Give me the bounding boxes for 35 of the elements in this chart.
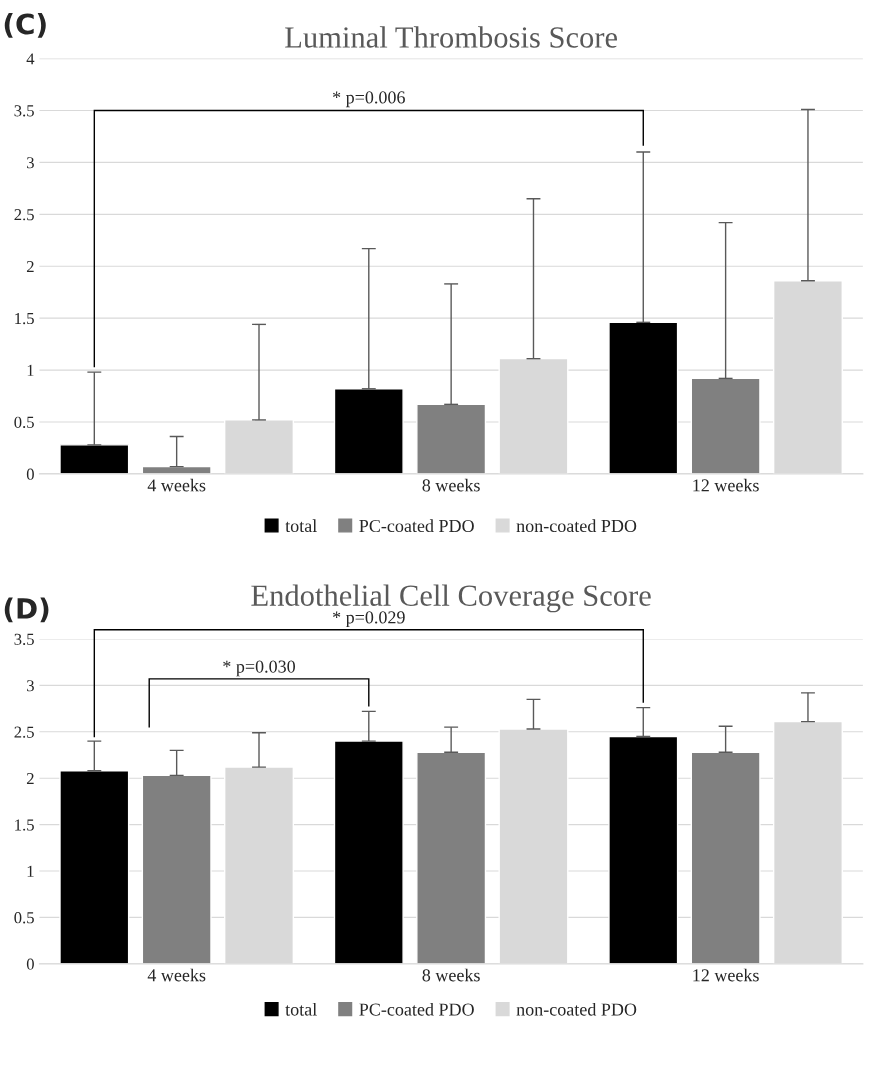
y-tick-label: 0 xyxy=(26,958,34,970)
y-tick-label: 3 xyxy=(27,157,34,169)
y-tick-label: 0 xyxy=(26,468,34,480)
legend-label: non-coated PDO xyxy=(516,519,637,533)
x-tick-label: 8 weeks xyxy=(422,968,480,982)
legend-label: PC-coated PDO xyxy=(359,1002,474,1016)
y-tick-label: 1.5 xyxy=(15,312,34,325)
y-tick-label: 0.5 xyxy=(14,416,34,429)
y-tick-label: 2.5 xyxy=(14,726,34,738)
y-tick-label: 1 xyxy=(27,364,34,376)
x-tick-label: 4 weeks xyxy=(147,968,206,982)
x-tick-label: 12 weeks xyxy=(693,968,759,982)
y-tick-label: 1 xyxy=(27,865,34,877)
y-tick-label: 3.5 xyxy=(14,105,34,117)
y-tick-label: 2 xyxy=(26,261,34,273)
text: (C) xyxy=(4,13,46,38)
y-tick-label: 2 xyxy=(26,772,34,784)
y-tick-label: 4 xyxy=(26,53,35,65)
y-tick-label: 0.5 xyxy=(14,912,34,924)
x-tick-label: 4 weeks xyxy=(147,478,206,492)
legend-label: PC-coated PDO xyxy=(359,519,474,533)
chart-title: Luminal Thrombosis Score xyxy=(285,26,617,48)
annotation: * p=0.006 xyxy=(332,91,405,108)
x-tick-label: 12 weeks xyxy=(693,478,759,492)
y-tick-label: 3.5 xyxy=(14,633,34,646)
legend-label: total xyxy=(285,519,317,533)
legend-label: non-coated PDO xyxy=(516,1002,637,1016)
text: * p=0.029 xyxy=(332,611,405,628)
y-tick-label: 3 xyxy=(27,680,34,692)
legend-label: total xyxy=(285,1002,317,1016)
y-tick-label: 1.5 xyxy=(15,819,34,831)
x-tick-label: 8 weeks xyxy=(422,478,480,492)
annotation: * p=0.030 xyxy=(223,660,295,677)
y-tick-label: 2.5 xyxy=(14,209,34,221)
text: (D) xyxy=(4,597,49,623)
